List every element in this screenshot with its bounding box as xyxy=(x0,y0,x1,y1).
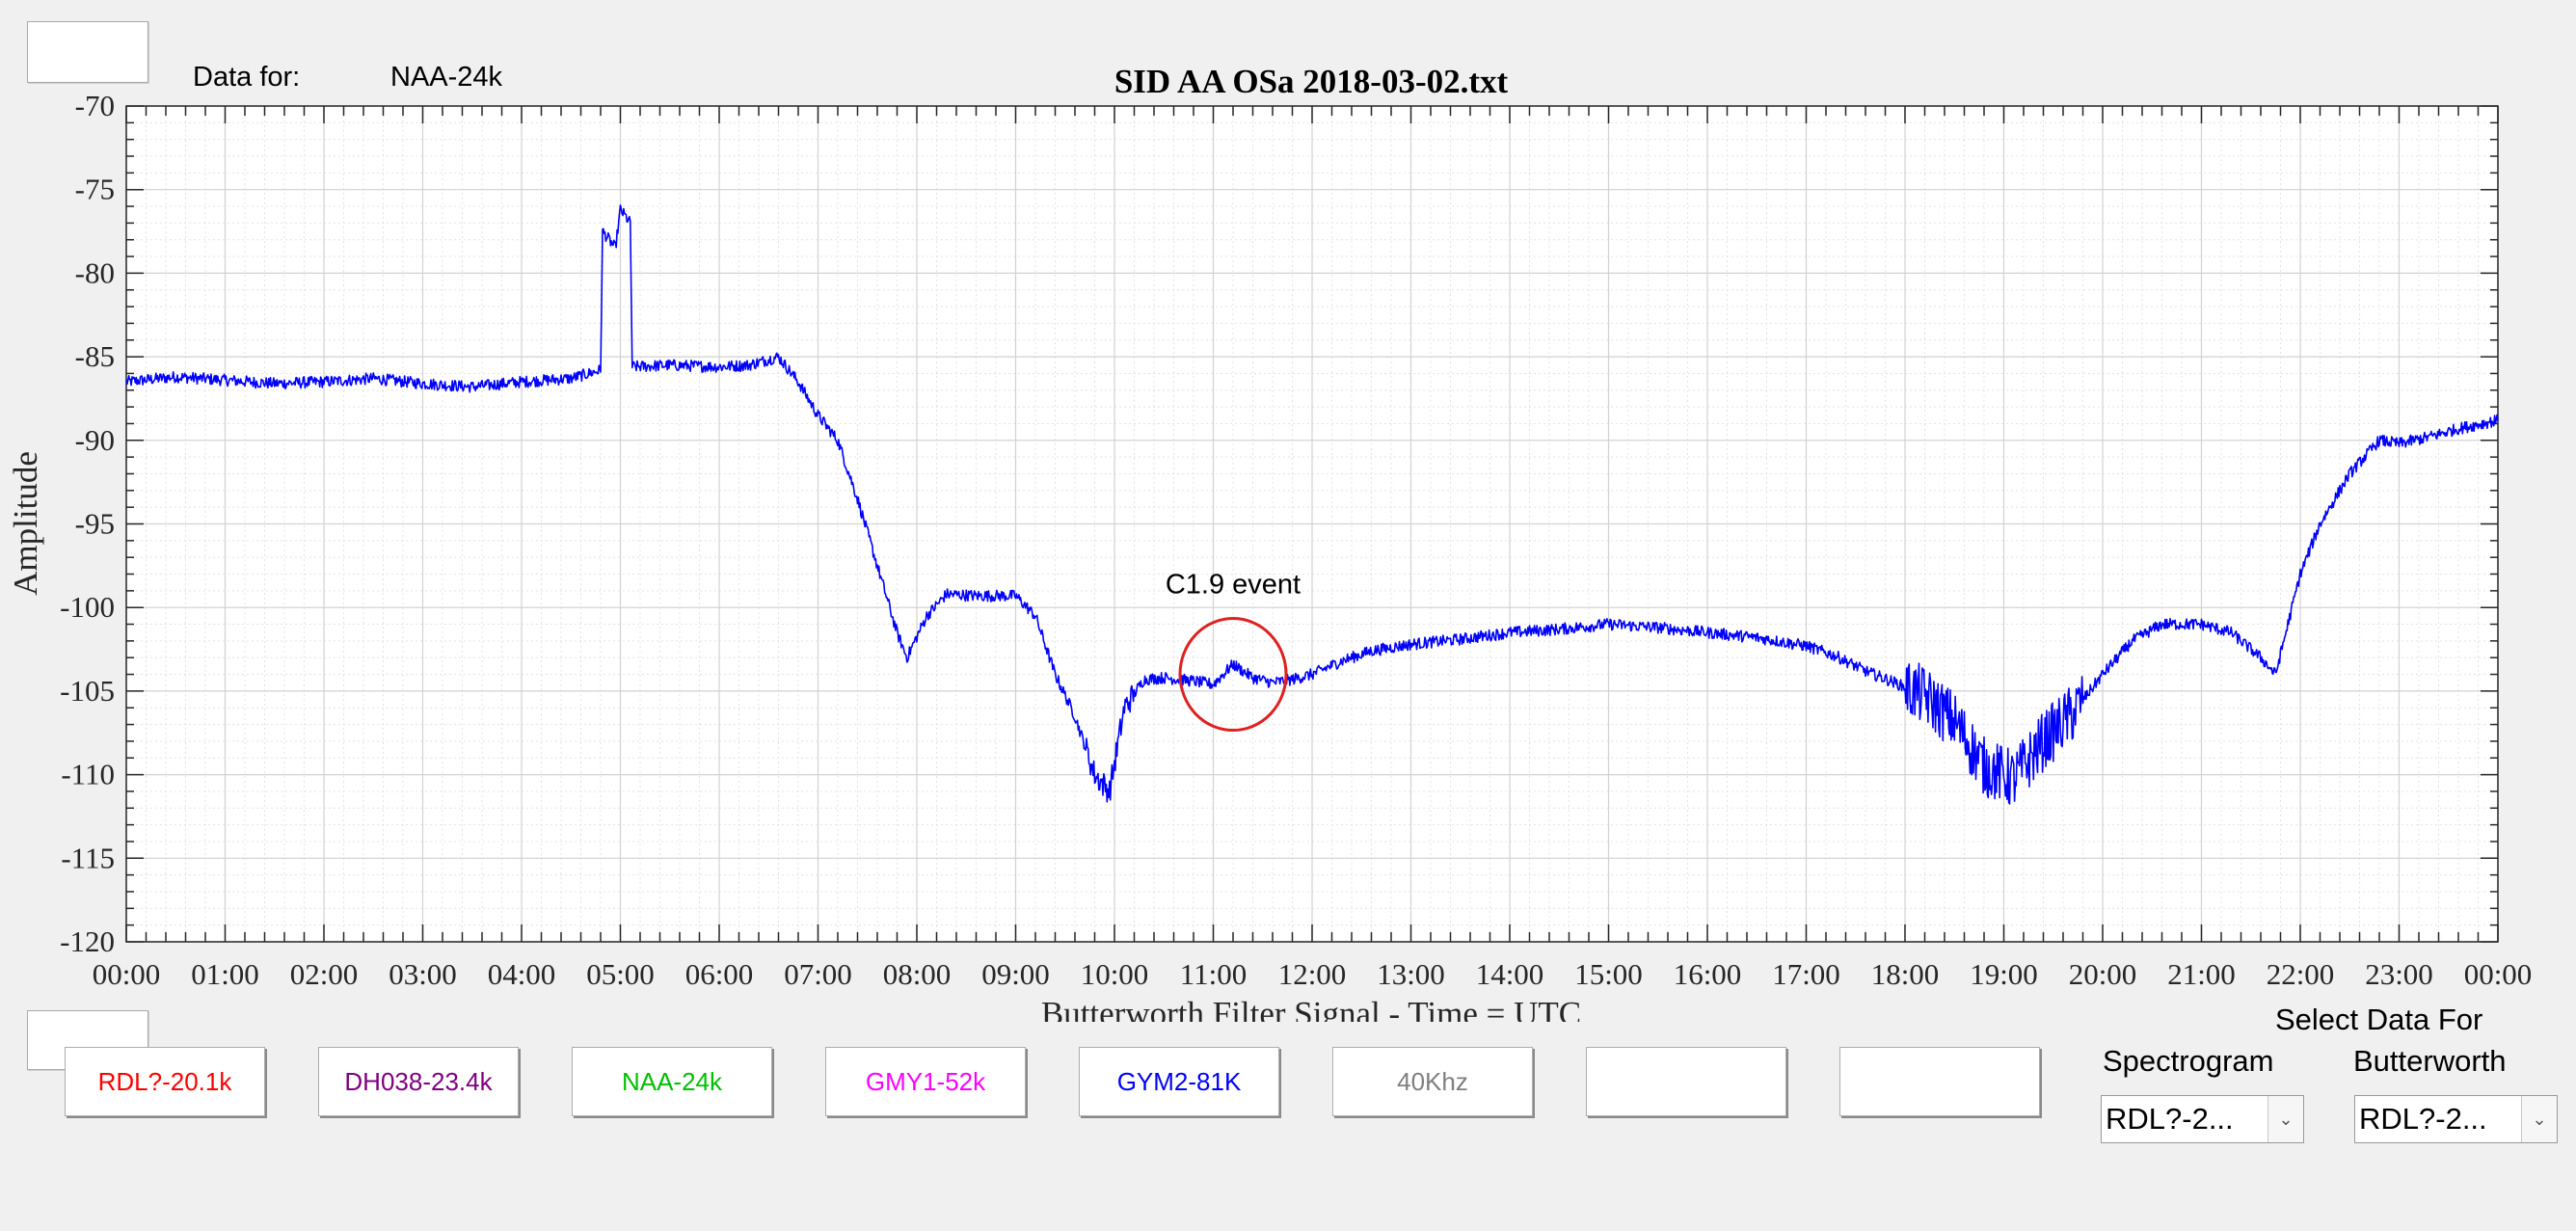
annotation-label: C1.9 event xyxy=(1166,570,1301,601)
x-tick-label: 13:00 xyxy=(1377,957,1445,991)
y-axis-label: Amplitude xyxy=(7,451,44,596)
channel-button-7[interactable] xyxy=(1586,1047,1786,1116)
data-for-label: Data for: xyxy=(193,62,301,93)
x-tick-label: 20:00 xyxy=(2069,957,2137,991)
x-tick-label: 09:00 xyxy=(981,957,1050,991)
axis-ticks xyxy=(125,105,2499,943)
chart: SID AA OSa 2018-03-02.txt -70 -75 -80 -85 -9… xyxy=(7,63,2533,1022)
y-tick-label: -100 xyxy=(60,590,115,624)
series-group xyxy=(125,204,2499,805)
y-tick-label: -105 xyxy=(60,674,115,708)
x-tick-label: 08:00 xyxy=(883,957,952,991)
y-tick-label: -75 xyxy=(75,173,115,206)
x-tick-label: 02:00 xyxy=(290,957,359,991)
y-tick-label: -85 xyxy=(75,339,115,373)
channel-button-3[interactable]: NAA-24k xyxy=(572,1047,772,1116)
y-tick-labels: -70 -75 -80 -85 -90 -95 -100 -105 -110 -115 -120 xyxy=(60,89,115,958)
y-tick-label: -80 xyxy=(75,255,115,289)
select-data-title: Select Data For xyxy=(2275,1003,2483,1036)
annotation-circle xyxy=(1178,617,1288,733)
y-tick-label: -120 xyxy=(60,924,115,958)
top-left-blank-box[interactable] xyxy=(27,21,148,83)
butterworth-select[interactable]: RDL?-2... ⌄ xyxy=(2354,1095,2558,1143)
x-tick-label: 22:00 xyxy=(2267,957,2335,991)
butterworth-label: Butterworth xyxy=(2353,1044,2507,1078)
x-tick-label: 00:00 xyxy=(2464,957,2533,991)
series-line-0 xyxy=(125,204,2499,805)
x-tick-label: 18:00 xyxy=(1871,957,1940,991)
chart-title: SID AA OSa 2018-03-02.txt xyxy=(1114,63,1509,100)
y-tick-label: -70 xyxy=(75,89,115,122)
plot-frame xyxy=(125,105,2499,943)
x-tick-label: 05:00 xyxy=(586,957,655,991)
x-tick-label: 01:00 xyxy=(191,957,259,991)
x-tick-label: 07:00 xyxy=(784,957,852,991)
channel-button-2[interactable]: DH038-23.4k xyxy=(318,1047,519,1116)
x-tick-label: 00:00 xyxy=(93,957,161,991)
chevron-down-icon[interactable]: ⌄ xyxy=(2267,1096,2303,1142)
x-tick-label: 21:00 xyxy=(2167,957,2236,991)
x-tick-label: 19:00 xyxy=(1970,957,2038,991)
chevron-down-icon[interactable]: ⌄ xyxy=(2521,1096,2557,1142)
major-grid xyxy=(125,105,2499,943)
x-tick-label: 04:00 xyxy=(488,957,556,991)
x-tick-label: 15:00 xyxy=(1574,957,1643,991)
channel-button-4[interactable]: GMY1-52k xyxy=(825,1047,1026,1116)
annotation-group: C1.9 event xyxy=(1166,570,1301,733)
spectrogram-label: Spectrogram xyxy=(2103,1044,2274,1078)
x-tick-label: 06:00 xyxy=(685,957,754,991)
channel-button-8[interactable] xyxy=(1839,1047,2040,1116)
y-tick-label: -115 xyxy=(61,841,115,874)
y-tick-label: -95 xyxy=(75,507,115,541)
channel-button-1[interactable]: RDL?-20.1k xyxy=(65,1047,265,1116)
x-tick-label: 16:00 xyxy=(1674,957,1742,991)
x-tick-label: 03:00 xyxy=(389,957,457,991)
x-tick-label: 11:00 xyxy=(1180,957,1247,991)
x-tick-label: 14:00 xyxy=(1476,957,1544,991)
y-tick-label: -110 xyxy=(61,758,115,791)
x-tick-labels: 00:00 01:00 02:00 03:00 04:00 05:00 06:00 07:00… xyxy=(93,957,2533,991)
channel-button-5[interactable]: GYM2-81K xyxy=(1079,1047,1279,1116)
x-tick-label: 17:00 xyxy=(1772,957,1840,991)
spectrogram-select-value: RDL?-2... xyxy=(2106,1102,2234,1136)
butterworth-select-value: RDL?-2... xyxy=(2359,1102,2487,1136)
x-tick-label: 10:00 xyxy=(1081,957,1149,991)
x-tick-label: 23:00 xyxy=(2365,957,2433,991)
channel-button-6[interactable]: 40Khz xyxy=(1332,1047,1533,1116)
x-tick-label: 12:00 xyxy=(1278,957,1347,991)
spectrogram-select[interactable]: RDL?-2... ⌄ xyxy=(2101,1095,2304,1143)
data-for-value: NAA-24k xyxy=(390,62,503,93)
x-axis-label: Butterworth Filter Signal - Time = UTC xyxy=(1041,995,1581,1022)
y-tick-label: -90 xyxy=(75,423,115,457)
